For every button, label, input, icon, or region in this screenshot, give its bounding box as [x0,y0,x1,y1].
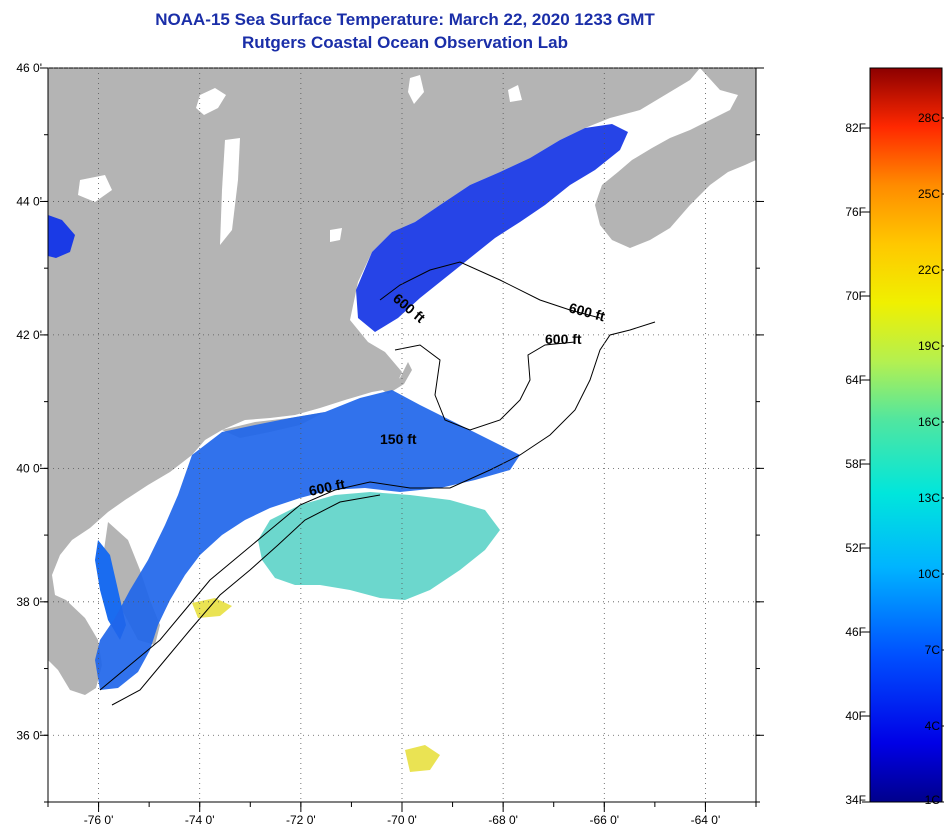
lat-tick-label: 38 0' [16,595,42,609]
lat-tick-label: 44 0' [16,194,42,208]
lake-ontario [48,215,75,258]
cb-label-f: 58F [845,457,866,471]
land-cape-cod [380,362,412,394]
map-title: NOAA-15 Sea Surface Temperature: March 2… [155,10,655,29]
lat-tick-label: 40 0' [16,461,42,475]
sst-slope-water [258,492,500,600]
lon-tick-label: -66 0' [589,813,619,827]
contour-label-600-shelf: 600 ft [307,476,346,499]
colorbar-celsius-labels: 28C 25C 22C 19C 16C 13C 10C 7C 4C 1C [918,111,944,807]
longitude-labels: -76 0' -74 0' -72 0' -70 0' -68 0' -66 0' -64 … [84,813,721,827]
cb-label-c: 28C [918,111,940,125]
cb-label-f: 76F [845,205,866,219]
land-nova-scotia [595,68,756,248]
cb-label-f: 82F [845,121,866,135]
sst-cold-water [356,124,628,332]
colorbar [869,67,943,803]
cb-label-c: 16C [918,415,940,429]
cb-label-f: 40F [845,709,866,723]
cb-label-c: 22C [918,263,940,277]
latitude-labels: 46 0' 44 0' 42 0' 40 0' 38 0' 36 0' [16,61,42,742]
cb-label-f: 70F [845,289,866,303]
cb-label-f: 34F [845,793,866,807]
cb-label-c: 19C [918,339,940,353]
lon-tick-label: -72 0' [286,813,316,827]
isobaths [99,261,656,706]
cb-label-c: 7C [925,643,941,657]
cb-label-f: 46F [845,625,866,639]
lon-tick-label: -68 0' [488,813,518,827]
colorbar-fahrenheit-labels: 82F 76F 70F 64F 58F 52F 46F 40F 34F [845,121,870,807]
lon-tick-label: -70 0' [387,813,417,827]
lat-tick-label: 46 0' [16,61,42,75]
cb-label-f: 52F [845,541,866,555]
cb-label-c: 13C [918,491,940,505]
sst-warm-patch [192,598,232,618]
cb-label-c: 4C [925,719,941,733]
grid-lines [40,67,764,812]
contour-label-600-georges: 600 ft [545,331,582,347]
cb-label-c: 1C [925,793,941,807]
lon-tick-label: -64 0' [691,813,721,827]
contour-label-150: 150 ft [380,431,417,447]
sst-warm-patch-2 [405,745,440,772]
cb-label-c: 25C [918,187,940,201]
lon-tick-label: -76 0' [84,813,114,827]
cb-label-f: 64F [845,373,866,387]
inland-lakes [78,75,522,245]
land-mainland [48,68,700,695]
map-subtitle: Rutgers Coastal Ocean Observation Lab [242,33,568,52]
lat-tick-label: 36 0' [16,728,42,742]
sst-shelf-water [95,390,520,690]
lat-tick-label: 42 0' [16,328,42,342]
cb-label-c: 10C [918,567,940,581]
lon-tick-label: -74 0' [185,813,215,827]
